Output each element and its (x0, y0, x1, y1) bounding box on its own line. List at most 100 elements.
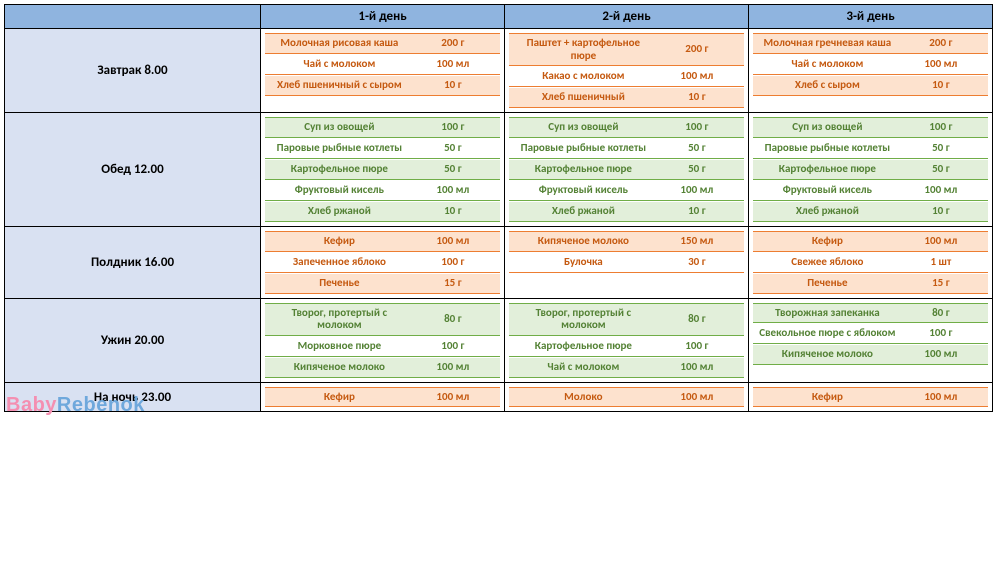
food-qty: 10 г (410, 205, 496, 218)
meal-cell: Суп из овощей100 гПаровые рыбные котлеты… (261, 113, 505, 227)
food-item: Чай с молоком100 мл (265, 55, 500, 75)
food-qty: 15 г (410, 277, 496, 290)
food-qty: 200 г (654, 43, 740, 56)
food-item: Кипяченое молоко100 мл (753, 345, 988, 365)
food-name: Паровые рыбные котлеты (757, 141, 898, 156)
food-item: Хлеб с сыром10 г (753, 76, 988, 96)
meal-cell: Творог, протертый с молоком80 гМорковное… (261, 298, 505, 382)
food-item: Какао с молоком100 мл (509, 67, 744, 87)
food-item: Суп из овощей100 г (509, 117, 744, 138)
food-name: Хлеб с сыром (757, 78, 898, 93)
food-qty: 100 мл (410, 58, 496, 71)
meal-cell: Суп из овощей100 г Паровые рыбные котлеты… (749, 113, 993, 227)
food-name: Паровые рыбные котлеты (269, 141, 410, 156)
food-name: Какао с молоком (513, 69, 654, 84)
meal-cell: Кефир100 млЗапеченное яблоко100 гПеченье… (261, 226, 505, 298)
food-qty: 50 г (410, 142, 496, 155)
meal-label: Завтрак 8.00 (5, 29, 261, 113)
food-name: Фруктовый кисель (513, 183, 654, 198)
food-name: Чай с молоком (513, 360, 654, 375)
food-qty: 50 г (654, 142, 740, 155)
item-list: Творог, протертый с молоком80 гМорковное… (265, 303, 500, 378)
food-item: Булочка30 г (509, 253, 744, 273)
food-qty: 50 г (898, 142, 984, 155)
food-qty: 50 г (410, 163, 496, 176)
food-name: Чай с молоком (269, 57, 410, 72)
item-list: Молочная рисовая каша200 гЧай с молоком1… (265, 33, 500, 96)
food-qty: 1 шт (898, 256, 984, 269)
food-item: Свекольное пюре с яблоком100 г (753, 324, 988, 344)
meal-cell: Кефир100 млСвежее яблоко1 штПеченье15 г (749, 226, 993, 298)
header-day-2: 2-й день (505, 5, 749, 29)
food-name: Свекольное пюре с яблоком (757, 326, 898, 341)
food-item: Печенье15 г (753, 274, 988, 294)
food-name: Кефир (269, 234, 410, 249)
food-qty: 100 мл (898, 235, 984, 248)
food-qty: 100 мл (898, 58, 984, 71)
food-name: Картофельное пюре (513, 339, 654, 354)
food-item: Хлеб ржаной10 г (753, 202, 988, 222)
food-qty: 50 г (654, 163, 740, 176)
food-name: Кипяченое молоко (269, 360, 410, 375)
food-qty: 100 мл (898, 348, 984, 361)
food-name: Фруктовый кисель (757, 183, 898, 198)
food-item: Суп из овощей100 г (753, 117, 988, 138)
food-qty: 100 мл (654, 184, 740, 197)
watermark-a: Baby (6, 394, 57, 416)
food-item: Картофельное пюре50 г (509, 160, 744, 180)
item-list: Творог, протертый с молоком80 гКартофель… (509, 303, 744, 378)
food-item: Хлеб пшеничный с сыром10 г (265, 76, 500, 96)
food-item: Запеченное яблоко100 г (265, 253, 500, 273)
food-name: Запеченное яблоко (269, 255, 410, 270)
meal-row: Ужин 20.00Творог, протертый с молоком80 … (5, 298, 993, 382)
food-name: Молочная рисовая каша (269, 36, 410, 51)
food-item: Хлеб ржаной10 г (265, 202, 500, 222)
food-item: Чай с молоком100 мл (509, 358, 744, 378)
meal-cell: Творожная запеканка80 гСвекольное пюре с… (749, 298, 993, 382)
food-qty: 10 г (898, 205, 984, 218)
food-item: Кефир100 мл (753, 231, 988, 252)
food-qty: 10 г (410, 79, 496, 92)
food-name: Хлеб пшеничный с сыром (269, 78, 410, 93)
food-qty: 200 г (410, 37, 496, 50)
food-item: Творожная запеканка80 г (753, 303, 988, 324)
item-list: Суп из овощей100 гПаровые рыбные котлеты… (265, 117, 500, 222)
item-list: Молочная гречневая каша200 гЧай с молоко… (753, 33, 988, 96)
food-qty: 100 мл (410, 361, 496, 374)
item-list: Суп из овощей100 г Паровые рыбные котлеты… (753, 117, 988, 222)
food-item: Творог, протертый с молоком80 г (509, 303, 744, 336)
food-name: Хлеб пшеничный (513, 90, 654, 105)
food-item: Кипяченое молоко150 мл (509, 231, 744, 252)
header-day-3: 3-й день (749, 5, 993, 29)
food-name: Суп из овощей (269, 120, 410, 135)
food-item: Паровые рыбные котлеты50 г (265, 139, 500, 159)
food-qty: 100 г (898, 121, 984, 134)
food-qty: 10 г (654, 205, 740, 218)
food-name: Молочная гречневая каша (757, 36, 898, 51)
food-qty: 80 г (654, 313, 740, 326)
food-qty: 80 г (898, 307, 984, 320)
meal-cell: Суп из овощей100 гПаровые рыбные котлеты… (505, 113, 749, 227)
header-corner (5, 5, 261, 29)
meal-plan-table: 1-й день 2-й день 3-й день Завтрак 8.00М… (4, 4, 993, 412)
food-name: Кефир (757, 234, 898, 249)
food-name: Картофельное пюре (757, 162, 898, 177)
header-row: 1-й день 2-й день 3-й день (5, 5, 993, 29)
food-name: Фруктовый кисель (269, 183, 410, 198)
food-name: Кипяченое молоко (513, 234, 654, 249)
food-item: Кефир100 мл (265, 231, 500, 252)
header-day-1: 1-й день (261, 5, 505, 29)
food-qty: 15 г (898, 277, 984, 290)
food-name: Творог, протертый с молоком (269, 306, 410, 333)
meal-row: Обед 12.00Суп из овощей100 гПаровые рыбн… (5, 113, 993, 227)
food-qty: 10 г (654, 91, 740, 104)
meal-cell: Паштет + картофельное пюре200 гКакао с м… (505, 29, 749, 113)
food-item: Свежее яблоко1 шт (753, 253, 988, 273)
food-item: Фруктовый кисель100 мл (753, 181, 988, 201)
food-name: Картофельное пюре (513, 162, 654, 177)
food-name: Хлеб ржаной (757, 204, 898, 219)
food-item: Кипяченое молоко100 мл (265, 358, 500, 378)
item-list: Суп из овощей100 гПаровые рыбные котлеты… (509, 117, 744, 222)
food-qty: 100 мл (410, 184, 496, 197)
food-name: Творог, протертый с молоком (513, 306, 654, 333)
